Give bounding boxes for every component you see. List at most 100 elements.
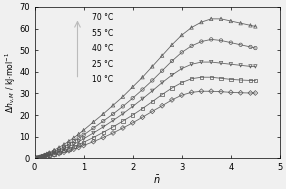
Point [180, 34, 184, 37]
Point [121, 120, 125, 123]
Point [170, 98, 174, 101]
Point [72, 143, 76, 146]
Point [160, 104, 164, 107]
Point [121, 112, 125, 115]
Point [209, 38, 213, 41]
Point [37, 155, 42, 158]
Point [76, 140, 81, 143]
Point [180, 67, 184, 70]
Point [91, 140, 96, 143]
Point [62, 147, 66, 150]
Point [81, 133, 86, 136]
Point [45, 154, 49, 157]
Point [238, 64, 243, 67]
Point [40, 155, 44, 158]
Point [150, 110, 155, 113]
Point [180, 51, 184, 54]
Point [219, 17, 223, 20]
Point [209, 17, 213, 20]
Point [42, 155, 47, 158]
Point [199, 40, 204, 43]
Point [111, 119, 115, 122]
Point [76, 137, 81, 140]
Point [189, 44, 194, 47]
Point [229, 91, 233, 94]
Point [67, 140, 71, 143]
Point [219, 77, 223, 80]
Point [40, 156, 44, 159]
Point [57, 146, 61, 149]
Point [121, 126, 125, 129]
Point [253, 65, 258, 68]
Point [199, 21, 204, 24]
Point [253, 25, 258, 28]
Point [140, 76, 145, 79]
Point [209, 76, 213, 79]
Point [42, 153, 47, 156]
Point [76, 143, 81, 146]
Point [150, 65, 155, 68]
Point [238, 22, 243, 25]
Point [199, 60, 204, 64]
Point [52, 150, 56, 153]
Point [101, 125, 106, 129]
Point [111, 104, 115, 107]
Point [248, 24, 253, 27]
Point [140, 88, 145, 91]
Point [81, 137, 86, 140]
Point [57, 151, 61, 154]
Point [81, 141, 86, 144]
Text: 70 °C: 70 °C [92, 13, 114, 22]
Point [140, 107, 145, 110]
Point [45, 152, 49, 155]
Point [189, 91, 194, 94]
Text: 25 °C: 25 °C [92, 60, 113, 69]
Point [47, 152, 51, 155]
Point [76, 132, 81, 136]
Point [189, 77, 194, 80]
Point [81, 129, 86, 132]
Point [72, 148, 76, 151]
Point [76, 146, 81, 149]
Point [121, 105, 125, 108]
Point [52, 151, 56, 154]
Point [253, 79, 258, 82]
Point [35, 156, 39, 159]
Point [101, 120, 106, 123]
Point [35, 156, 39, 160]
Point [101, 136, 106, 139]
Point [248, 91, 253, 94]
Point [40, 155, 44, 158]
Point [253, 91, 258, 94]
Point [121, 95, 125, 98]
Point [47, 154, 51, 157]
Point [130, 114, 135, 117]
Point [45, 155, 49, 158]
Point [130, 105, 135, 108]
Point [42, 155, 47, 158]
Point [62, 149, 66, 152]
Point [150, 89, 155, 92]
Point [130, 121, 135, 124]
Point [67, 149, 71, 152]
Point [67, 143, 71, 146]
Point [160, 69, 164, 72]
Point [238, 91, 243, 94]
Point [101, 131, 106, 134]
Point [170, 60, 174, 63]
Point [67, 145, 71, 148]
Point [238, 78, 243, 81]
Point [199, 90, 204, 93]
Point [229, 63, 233, 66]
Point [72, 140, 76, 143]
Y-axis label: $\Delta h_{v,M}$ / kJ$\cdot$mol$^{-1}$: $\Delta h_{v,M}$ / kJ$\cdot$mol$^{-1}$ [3, 52, 18, 113]
Point [57, 148, 61, 151]
Point [111, 125, 115, 129]
Point [40, 156, 44, 159]
Point [52, 149, 56, 152]
Point [219, 90, 223, 93]
Point [52, 153, 56, 156]
Point [81, 144, 86, 147]
Point [91, 136, 96, 139]
Point [52, 152, 56, 155]
